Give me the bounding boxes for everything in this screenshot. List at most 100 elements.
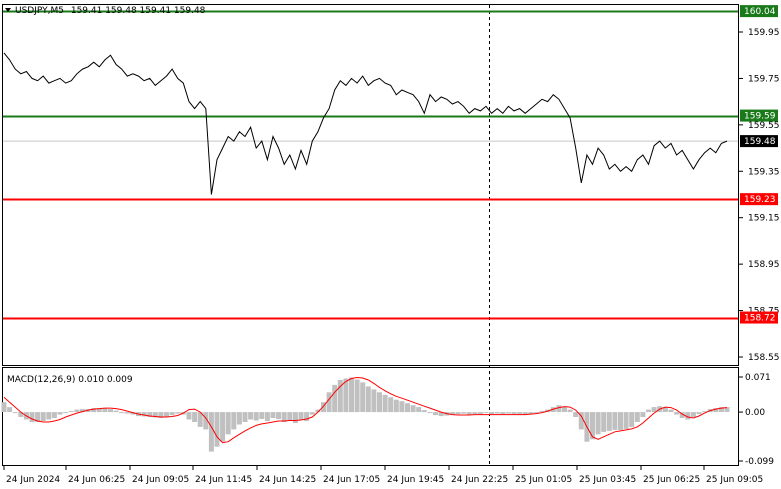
macd-histogram-bar [46,412,52,420]
macd-histogram-bar [152,412,158,418]
macd-histogram-bar [35,412,41,422]
level-tag-label: 160.04 [744,7,776,17]
macd-histogram-bar [533,412,539,414]
macd-histogram-bar [511,412,517,415]
macd-histogram-bar [528,412,534,415]
macd-histogram-bar [606,412,612,431]
macd-histogram-bar [685,412,691,420]
macd-histogram-bar [309,412,315,415]
macd-histogram-bar [416,407,422,412]
macd-histogram-bar [365,386,371,413]
macd-histogram-bar [7,407,13,412]
macd-histogram-bar [662,407,668,412]
macd-histogram-bar [354,379,360,413]
macd-histogram-bar [505,412,511,414]
macd-histogram-bar [382,394,388,413]
macd-histogram-bar [556,405,562,413]
macd-histogram-bar [573,412,579,417]
level-tag-160.04 [740,5,778,18]
macd-histogram-bar [377,392,382,413]
macd-histogram-bar [124,412,130,414]
macd-histogram-bar [68,411,74,413]
price-series-line [3,52,728,195]
macd-histogram-bar [718,407,724,412]
macd-histogram-bar [119,412,125,414]
symbol-header: USDJPY,M5 159.41 159.48 159.41 159.48 [15,6,206,16]
macd-histogram-bar [270,412,276,418]
macd-histogram-bar [337,380,343,413]
macd-histogram-bar [208,412,214,452]
macd-histogram-bar [393,399,399,413]
macd-histogram-bar [461,412,467,414]
macd-histogram-bar [220,412,226,442]
level-tag-label: 159.23 [744,195,776,205]
macd-histogram-bar [724,407,730,412]
macd-histogram-bar [276,412,282,419]
macd-histogram-bar [130,412,136,415]
macd-histogram-bar [321,402,326,413]
macd-histogram-bar [696,412,702,415]
macd-histogram-bar [646,409,651,413]
macd-histogram-bar [567,409,573,413]
time-tick-label: 25 Jun 09:05 [706,475,763,485]
macd-histogram-bar [236,412,242,425]
macd-histogram-bar [259,412,265,419]
macd-layer [1,376,730,452]
macd-histogram-bar [539,411,545,413]
level-tag-label: 159.59 [744,112,776,122]
macd-histogram-bar [281,412,287,422]
macd-histogram-bar [332,384,338,413]
macd-histogram-bar [315,409,321,413]
macd-histogram-bar [214,412,220,447]
macd-histogram-bar [433,412,439,416]
dropdown-triangle-icon[interactable] [5,8,11,12]
macd-histogram-bar [679,412,685,418]
time-tick-label: 24 Jun 17:05 [323,475,380,485]
macd-histogram-bar [618,412,623,430]
macd-histogram-bar [231,412,237,430]
macd-histogram-bar [197,412,203,427]
macd-histogram-bar [449,412,455,416]
macd-histogram-bar [29,412,35,422]
time-tick-label: 24 Jun 06:25 [68,475,125,485]
macd-histogram-bar [141,412,147,417]
macd-histogram-bar [292,412,298,423]
macd-histogram-bar [405,403,410,413]
macd-histogram-bar [164,412,169,417]
macd-histogram-bar [63,412,69,414]
price-tick-label: 158.55 [748,353,780,363]
time-tick-label: 25 Jun 03:45 [579,475,636,485]
macd-panel-frame [2,367,739,466]
macd-histogram-bar [690,412,696,417]
macd-histogram-bar [629,412,635,427]
macd-histogram-bar [668,409,674,413]
macd-histogram-bar [108,409,113,413]
macd-histogram-bar [360,382,366,412]
macd-histogram-bar [192,412,198,422]
macd-histogram-bar [634,412,640,422]
macd-histogram-bar [225,412,231,435]
macd-histogram-bar [494,412,500,414]
macd-histogram-bar [399,401,405,413]
time-tick-label: 24 Jun 09:05 [132,475,189,485]
macd-tick-label: -0.099 [745,457,774,467]
macd-histogram-bar [578,412,584,430]
macd-histogram-bar [601,412,607,432]
macd-histogram-bar [590,412,595,440]
price-tick-label: 159.75 [748,74,780,84]
time-tick-label: 24 Jun 19:45 [387,475,444,485]
macd-histogram-bar [242,412,248,422]
macd-histogram-bar [388,397,394,413]
macd-histogram-bar [702,411,708,413]
macd-histogram-bar [253,412,259,421]
price-layer [3,10,738,320]
price-tick-label: 159.55 [748,121,780,131]
macd-histogram-bar [298,412,304,420]
macd-histogram-bar [74,409,80,413]
macd-histogram-bar [371,389,377,413]
level-tag-label: 158.72 [744,314,776,324]
macd-histogram-bar [248,412,254,420]
macd-histogram-bar [477,412,483,415]
macd-histogram-bar [40,412,46,421]
